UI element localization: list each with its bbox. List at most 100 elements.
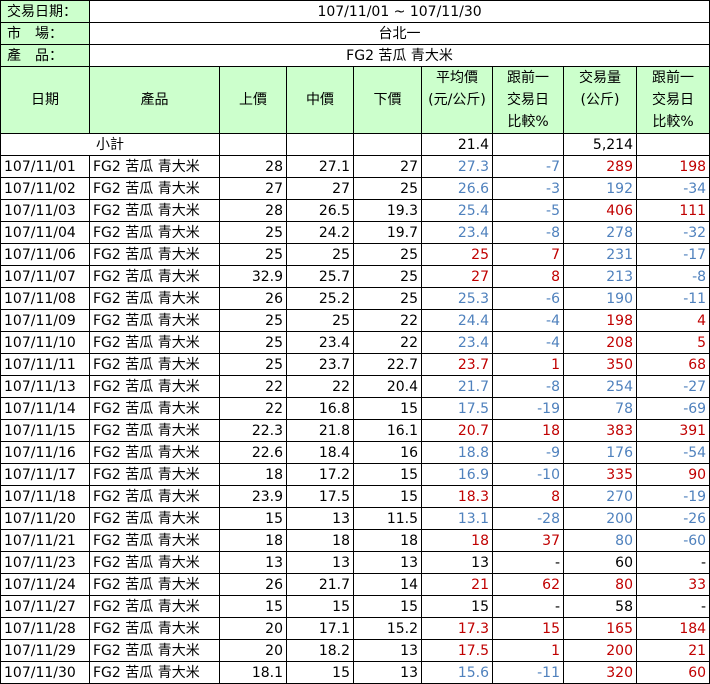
cell-volume: 60 xyxy=(563,551,637,574)
cell-avg: 13.1 xyxy=(421,507,493,530)
cell-avg: 25.3 xyxy=(421,287,493,310)
header-row: 日期 產品 上價 中價 下價 平均價 (元/公斤) 跟前一 交易日 比較% 交易… xyxy=(0,66,710,134)
cell-mid: 21.8 xyxy=(286,419,354,442)
cell-vol-change: -54 xyxy=(635,441,710,464)
cell-vol-change: - xyxy=(635,595,710,618)
cell-low: 11.5 xyxy=(353,507,422,530)
market-label: 市 場： xyxy=(0,22,90,45)
cell-avg: 15.6 xyxy=(421,661,493,684)
cell-vol-change: 21 xyxy=(635,639,710,662)
cell-volume: 80 xyxy=(563,573,637,596)
cell-mid: 25.2 xyxy=(286,287,354,310)
subtotal-empty xyxy=(492,133,564,156)
cell-avg-change: -4 xyxy=(492,309,564,332)
cell-avg-change: -11 xyxy=(492,661,564,684)
cell-volume: 58 xyxy=(563,595,637,618)
cell-avg-change: -28 xyxy=(492,507,564,530)
table-row: 107/11/06 FG2 苦瓜 青大米 25 25 25 25 7 231 -17 xyxy=(0,243,710,266)
cell-high: 25 xyxy=(219,243,287,266)
col-header-volume-line2: (公斤) xyxy=(580,92,620,108)
cell-date: 107/11/09 xyxy=(0,309,90,332)
meta-row-date: 交易日期： 107/11/01 ~ 107/11/30 xyxy=(0,0,710,23)
cell-product: FG2 苦瓜 青大米 xyxy=(89,221,220,244)
cell-vol-change: -69 xyxy=(635,397,710,420)
cell-mid: 17.5 xyxy=(286,485,354,508)
cell-avg: 16.9 xyxy=(421,463,493,486)
cell-product: FG2 苦瓜 青大米 xyxy=(89,375,220,398)
cell-date: 107/11/27 xyxy=(0,595,90,618)
cell-low: 19.3 xyxy=(353,199,422,222)
col-header-avg-change: 跟前一 交易日 比較% xyxy=(492,66,564,134)
table-row: 107/11/28 FG2 苦瓜 青大米 20 17.1 15.2 17.3 15 165 18… xyxy=(0,617,710,640)
cell-avg: 17.3 xyxy=(421,617,493,640)
cell-avg: 13 xyxy=(421,551,493,574)
cell-vol-change: 184 xyxy=(635,617,710,640)
cell-volume: 383 xyxy=(563,419,637,442)
meta-row-product: 產 品： FG2 苦瓜 青大米 xyxy=(0,44,710,67)
cell-product: FG2 苦瓜 青大米 xyxy=(89,397,220,420)
cell-volume: 192 xyxy=(563,177,637,200)
cell-date: 107/11/10 xyxy=(0,331,90,354)
cell-mid: 26.5 xyxy=(286,199,354,222)
cell-volume: 198 xyxy=(563,309,637,332)
cell-avg-change: 8 xyxy=(492,265,564,288)
cell-high: 22 xyxy=(219,375,287,398)
cell-low: 14 xyxy=(353,573,422,596)
cell-date: 107/11/01 xyxy=(0,155,90,178)
cell-mid: 13 xyxy=(286,507,354,530)
cell-low: 15 xyxy=(353,595,422,618)
cell-vol-change: 4 xyxy=(635,309,710,332)
cell-mid: 17.2 xyxy=(286,463,354,486)
table-row: 107/11/07 FG2 苦瓜 青大米 32.9 25.7 25 27 8 213 -8 xyxy=(0,265,710,288)
cell-volume: 278 xyxy=(563,221,637,244)
table-row: 107/11/13 FG2 苦瓜 青大米 22 22 20.4 21.7 -8 254 -27 xyxy=(0,375,710,398)
cell-date: 107/11/02 xyxy=(0,177,90,200)
cell-avg-change: -4 xyxy=(492,331,564,354)
cell-low: 15.2 xyxy=(353,617,422,640)
cell-volume: 254 xyxy=(563,375,637,398)
col-header-high: 上價 xyxy=(219,66,287,134)
cell-date: 107/11/06 xyxy=(0,243,90,266)
cell-product: FG2 苦瓜 青大米 xyxy=(89,617,220,640)
cell-low: 27 xyxy=(353,155,422,178)
col-header-avg-change-line1: 跟前一 xyxy=(507,70,549,86)
cell-vol-change: -19 xyxy=(635,485,710,508)
cell-vol-change: 198 xyxy=(635,155,710,178)
product-value: FG2 苦瓜 青大米 xyxy=(88,44,710,67)
cell-vol-change: -32 xyxy=(635,221,710,244)
table-row: 107/11/09 FG2 苦瓜 青大米 25 25 22 24.4 -4 198 4 xyxy=(0,309,710,332)
cell-product: FG2 苦瓜 青大米 xyxy=(89,199,220,222)
cell-low: 16 xyxy=(353,441,422,464)
cell-date: 107/11/21 xyxy=(0,529,90,552)
table-row: 107/11/11 FG2 苦瓜 青大米 25 23.7 22.7 23.7 1 350 68 xyxy=(0,353,710,376)
cell-mid: 15 xyxy=(286,661,354,684)
cell-product: FG2 苦瓜 青大米 xyxy=(89,463,220,486)
cell-avg-change: - xyxy=(492,551,564,574)
subtotal-empty xyxy=(353,133,422,156)
col-header-avg-change-line2: 交易日 xyxy=(507,92,549,108)
cell-low: 13 xyxy=(353,661,422,684)
cell-product: FG2 苦瓜 青大米 xyxy=(89,155,220,178)
cell-product: FG2 苦瓜 青大米 xyxy=(89,573,220,596)
cell-avg-change: -19 xyxy=(492,397,564,420)
table-row: 107/11/17 FG2 苦瓜 青大米 18 17.2 15 16.9 -10 335 90 xyxy=(0,463,710,486)
cell-mid: 24.2 xyxy=(286,221,354,244)
cell-low: 15 xyxy=(353,397,422,420)
date-range-label: 交易日期： xyxy=(0,0,90,23)
cell-high: 28 xyxy=(219,155,287,178)
cell-mid: 18.2 xyxy=(286,639,354,662)
cell-vol-change: - xyxy=(635,551,710,574)
cell-volume: 213 xyxy=(563,265,637,288)
cell-avg-change: 62 xyxy=(492,573,564,596)
cell-date: 107/11/23 xyxy=(0,551,90,574)
cell-vol-change: 391 xyxy=(635,419,710,442)
cell-volume: 78 xyxy=(563,397,637,420)
cell-low: 22 xyxy=(353,331,422,354)
cell-date: 107/11/28 xyxy=(0,617,90,640)
cell-avg-change: -8 xyxy=(492,375,564,398)
cell-volume: 200 xyxy=(563,639,637,662)
cell-date: 107/11/07 xyxy=(0,265,90,288)
cell-product: FG2 苦瓜 青大米 xyxy=(89,243,220,266)
cell-mid: 23.7 xyxy=(286,353,354,376)
cell-mid: 16.8 xyxy=(286,397,354,420)
